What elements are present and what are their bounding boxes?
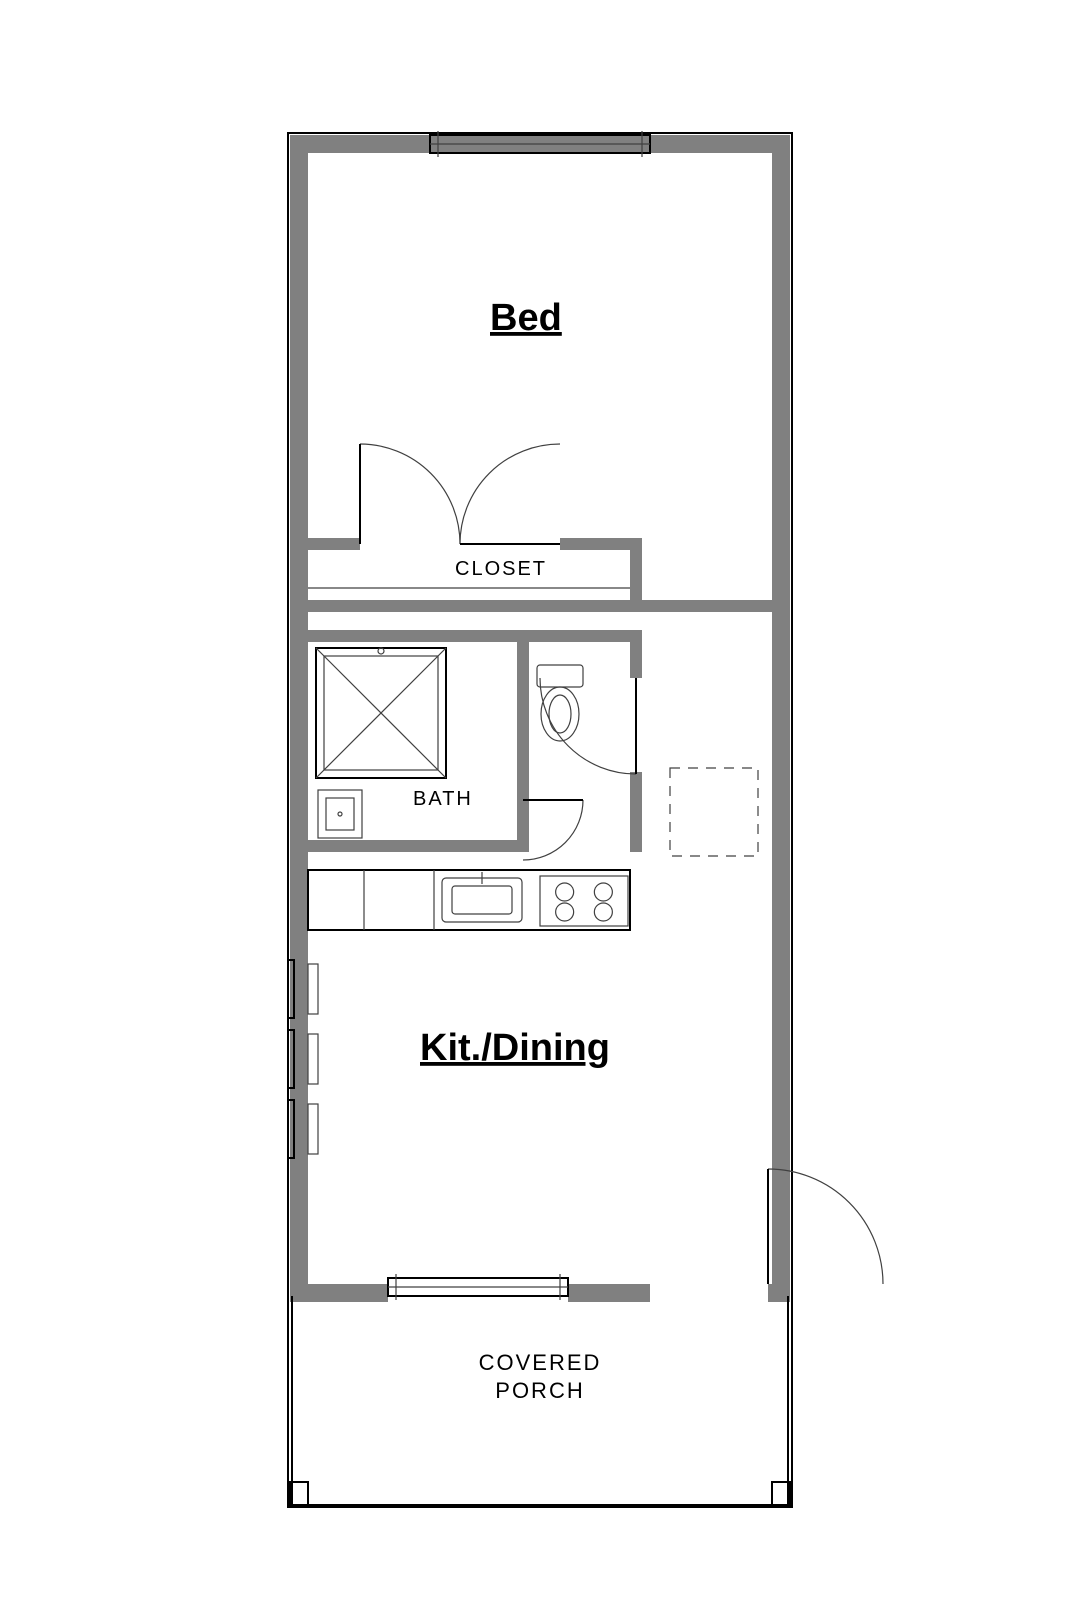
label-porch-1: COVERED	[479, 1350, 602, 1375]
floorplan-svg: Bed Kit./Dining CLOSET BATH COVERED PORCH	[0, 0, 1080, 1620]
label-kit-dining: Kit./Dining	[420, 1027, 610, 1069]
label-bath: BATH	[413, 788, 473, 810]
label-closet: CLOSET	[455, 558, 547, 580]
label-porch-2: PORCH	[495, 1378, 584, 1403]
label-bed: Bed	[490, 297, 562, 339]
